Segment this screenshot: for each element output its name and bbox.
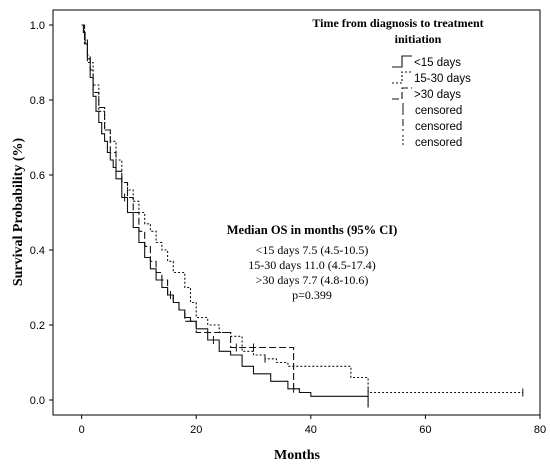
y-tick-label: 0.2 [30,320,45,332]
series-line-3 [81,24,300,390]
legend-label-1: <15 days [414,57,461,69]
x-tick-label: 0 [79,424,85,436]
x-tick-label: 80 [534,424,546,436]
annotation-line-2: 15-30 days 11.0 (4.5-17.4) [248,258,376,272]
series-line-2 [81,24,523,394]
legend-label-6: censored [415,137,462,149]
legend-title-line-1: Time from diagnosis to treatment [312,16,483,30]
legend-label-2: 15-30 days [414,73,471,85]
x-axis-title: Months [274,448,320,463]
series-line-1 [81,24,369,408]
y-tick-label: 1.0 [30,20,45,32]
legend-title-line-2: initiation [395,32,442,46]
y-axis-title: Survival Probability (%) [11,138,26,287]
legend-swatch-2 [392,71,412,84]
x-axis-ticks: 0 20 40 60 80 [79,415,546,436]
legend: Time from diagnosis to treatment initiati… [312,16,483,149]
plot-frame [52,9,541,416]
y-tick-label: 0.4 [30,245,45,257]
y-tick-label: 0.0 [30,395,45,407]
legend-label-5: censored [415,121,462,133]
legend-label-3: >30 days [414,89,461,101]
series-layer [81,24,524,408]
annotation-title: Median OS in months (95% CI) [227,223,398,237]
annotation-line-3: >30 days 7.7 (4.8-10.6) [256,273,369,287]
legend-label-4: censored [415,105,462,117]
x-tick-label: 40 [305,424,317,436]
median-os-annotation: Median OS in months (95% CI) <15 days 7.… [227,223,398,302]
y-tick-label: 0.8 [30,95,45,107]
y-tick-label: 0.6 [30,170,45,182]
x-tick-label: 60 [419,424,431,436]
legend-swatch-1 [392,55,412,68]
annotation-line-1: <15 days 7.5 (4.5-10.5) [256,243,369,257]
x-tick-label: 20 [190,424,202,436]
legend-swatch-3 [392,87,412,100]
y-axis-ticks: 0.0 0.2 0.4 0.6 0.8 1.0 [30,20,53,407]
annotation-pvalue: p=0.399 [292,288,332,302]
